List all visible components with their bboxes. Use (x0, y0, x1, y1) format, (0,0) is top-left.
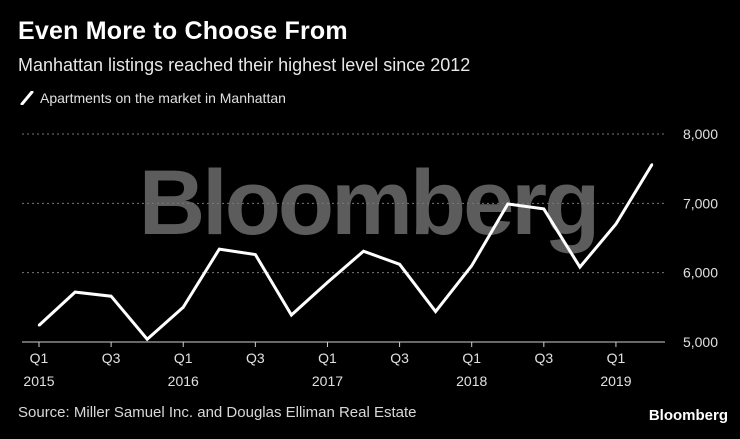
x-tick-year-label: 2017 (312, 373, 343, 389)
series-group (37, 163, 654, 342)
data-point (182, 306, 185, 309)
x-tick-label: Q3 (246, 350, 265, 366)
data-point (398, 263, 401, 266)
chart-subtitle: Manhattan listings reached their highest… (18, 55, 471, 75)
x-tick-year-label: 2018 (456, 373, 487, 389)
x-axis: Q1 2015 Q3 Q1 2016 Q3 Q1 2017 Q3 Q1 2018 Q3 Q1 2019 (23, 342, 632, 389)
data-point (254, 253, 257, 256)
x-tick-label: Q3 (534, 350, 553, 366)
legend: Apartments on the market in Manhattan (20, 90, 286, 106)
x-tick-label: Q1 (607, 350, 626, 366)
data-point (434, 310, 437, 313)
data-point (109, 295, 113, 298)
data-point (290, 313, 293, 317)
x-tick-label: Q1 (174, 350, 193, 366)
y-tick-label: 8,000 (683, 126, 718, 142)
y-axis-ticks: 5,000 6,000 7,000 8,000 (683, 126, 718, 350)
data-point (506, 202, 509, 206)
data-point (578, 265, 582, 269)
data-point (73, 290, 77, 294)
x-tick-label: Q1 (318, 350, 337, 366)
data-point (470, 264, 473, 267)
data-point (362, 249, 365, 253)
y-tick-label: 7,000 (683, 195, 718, 211)
x-tick-year-label: 2016 (168, 373, 199, 389)
grid-lines (22, 133, 665, 343)
x-tick-label: Q1 (462, 350, 481, 366)
legend-line-icon (20, 91, 34, 105)
data-point (542, 207, 546, 211)
x-tick-label: Q3 (102, 350, 121, 366)
bloomberg-logo: Bloomberg (648, 407, 728, 424)
data-point (218, 247, 221, 251)
data-point (145, 338, 149, 341)
chart-title: Even More to Choose From (18, 17, 348, 45)
legend-label: Apartments on the market in Manhattan (40, 90, 286, 106)
y-tick-label: 5,000 (683, 334, 718, 350)
data-point (326, 281, 329, 284)
data-point (614, 222, 618, 226)
data-point (650, 163, 654, 166)
y-tick-label: 6,000 (683, 265, 718, 281)
x-tick-year-label: 2019 (600, 373, 631, 389)
x-tick-label: Q1 (30, 350, 49, 366)
data-point (37, 324, 41, 327)
series-line (37, 163, 654, 342)
source-note: Source: Miller Samuel Inc. and Douglas E… (18, 404, 417, 421)
x-tick-year-label: 2015 (23, 373, 54, 389)
x-tick-label: Q3 (390, 350, 409, 366)
